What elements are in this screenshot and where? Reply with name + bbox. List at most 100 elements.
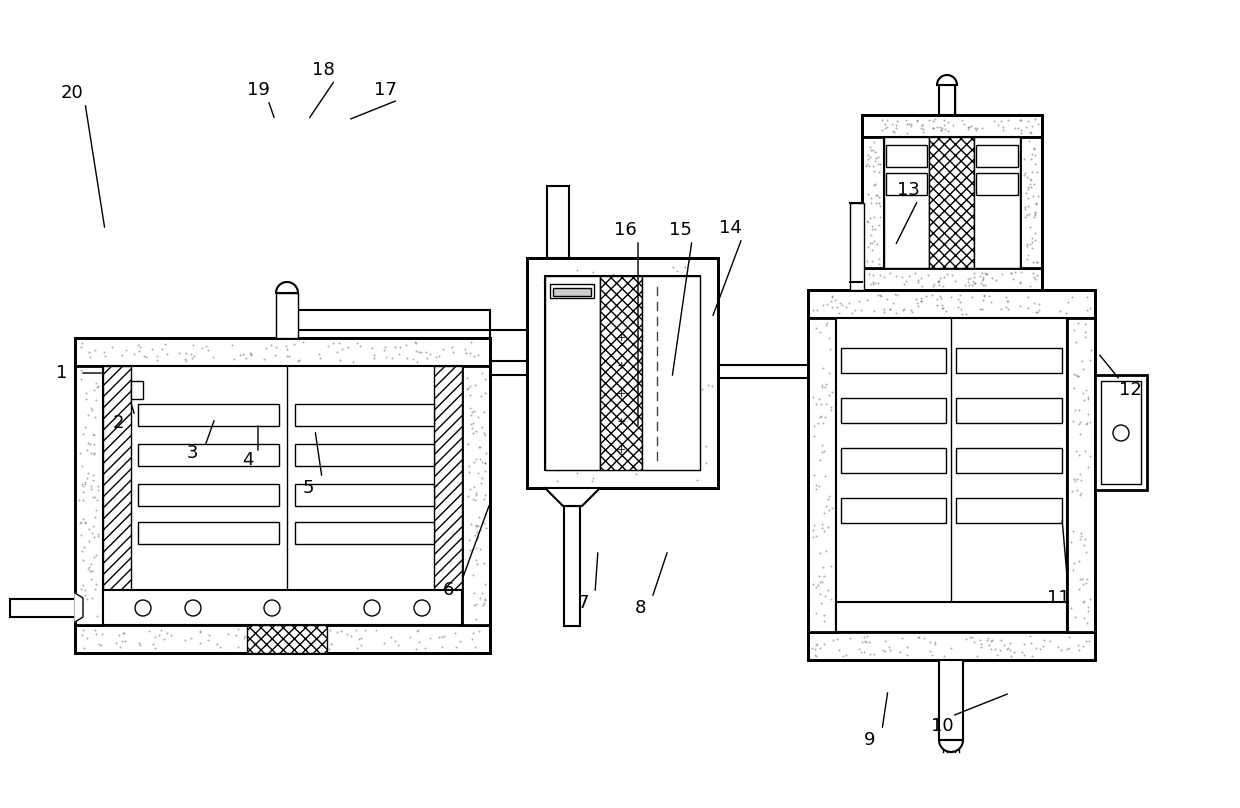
Point — [112, 348, 131, 361]
Point — [832, 298, 852, 311]
Bar — [1021, 137, 1042, 268]
Point — [182, 351, 202, 364]
Point — [320, 624, 340, 637]
Point — [816, 318, 836, 331]
Point — [1075, 330, 1095, 343]
Point — [956, 279, 976, 292]
Point — [815, 590, 835, 603]
Point — [1080, 416, 1100, 429]
Point — [139, 625, 159, 638]
Point — [310, 638, 330, 651]
Point — [1071, 527, 1091, 540]
Point — [475, 457, 495, 469]
Point — [94, 350, 114, 363]
Point — [1016, 211, 1035, 224]
Point — [864, 155, 884, 168]
Point — [82, 591, 102, 604]
Point — [76, 420, 95, 433]
Point — [1001, 644, 1021, 657]
Point — [417, 351, 436, 364]
Point — [820, 490, 839, 503]
Point — [997, 295, 1017, 308]
Point — [939, 116, 959, 128]
Point — [1071, 473, 1091, 486]
Point — [975, 267, 994, 280]
Point — [863, 255, 883, 267]
Point — [1027, 642, 1047, 654]
Point — [1017, 208, 1037, 221]
Point — [869, 166, 889, 179]
Point — [941, 641, 961, 654]
Point — [935, 114, 955, 127]
Point — [849, 642, 869, 655]
Point — [461, 518, 481, 531]
Bar — [138, 444, 279, 466]
Point — [863, 278, 883, 291]
Point — [810, 575, 830, 588]
Point — [1022, 166, 1042, 179]
Point — [632, 398, 652, 411]
Point — [464, 492, 484, 505]
Point — [1016, 121, 1035, 134]
Point — [906, 114, 926, 127]
Point — [443, 346, 463, 359]
Point — [1018, 301, 1038, 314]
Point — [456, 347, 476, 360]
Point — [811, 410, 831, 423]
Point — [155, 633, 175, 646]
Point — [417, 346, 436, 359]
Point — [465, 529, 485, 542]
Point — [455, 343, 475, 356]
Point — [804, 530, 823, 543]
Point — [87, 503, 107, 516]
Bar — [74, 338, 490, 366]
Point — [863, 159, 883, 172]
Point — [465, 379, 485, 392]
Point — [681, 299, 701, 312]
Bar — [939, 660, 963, 740]
Bar — [841, 448, 946, 473]
Point — [813, 361, 833, 374]
Point — [885, 288, 905, 301]
Point — [972, 274, 992, 287]
Point — [818, 584, 838, 597]
Point — [1068, 369, 1087, 382]
Point — [474, 493, 494, 506]
Bar — [841, 398, 946, 423]
Point — [1080, 449, 1100, 462]
Point — [549, 381, 569, 393]
Point — [908, 275, 928, 288]
Point — [1028, 117, 1048, 130]
Point — [805, 469, 825, 482]
Point — [350, 633, 370, 646]
Point — [1018, 191, 1038, 204]
Point — [975, 289, 994, 302]
Point — [821, 593, 841, 606]
Point — [1066, 368, 1086, 381]
Point — [866, 222, 885, 235]
Point — [963, 271, 983, 284]
Text: 19: 19 — [247, 81, 269, 99]
Point — [1076, 304, 1096, 317]
Point — [806, 649, 826, 662]
Point — [950, 295, 970, 308]
Point — [1025, 206, 1045, 219]
Bar — [74, 338, 490, 653]
Point — [869, 253, 889, 266]
Bar — [808, 290, 1095, 660]
Point — [309, 348, 329, 361]
Point — [466, 526, 486, 539]
Point — [1048, 641, 1068, 654]
Point — [815, 638, 835, 650]
Point — [71, 583, 91, 595]
Point — [1011, 276, 1030, 288]
Point — [932, 301, 952, 314]
Point — [806, 639, 826, 652]
Point — [859, 159, 879, 172]
Point — [931, 123, 951, 136]
Bar — [884, 137, 1021, 268]
Point — [129, 637, 149, 650]
Point — [351, 632, 371, 645]
Point — [460, 482, 480, 495]
Point — [864, 145, 884, 158]
